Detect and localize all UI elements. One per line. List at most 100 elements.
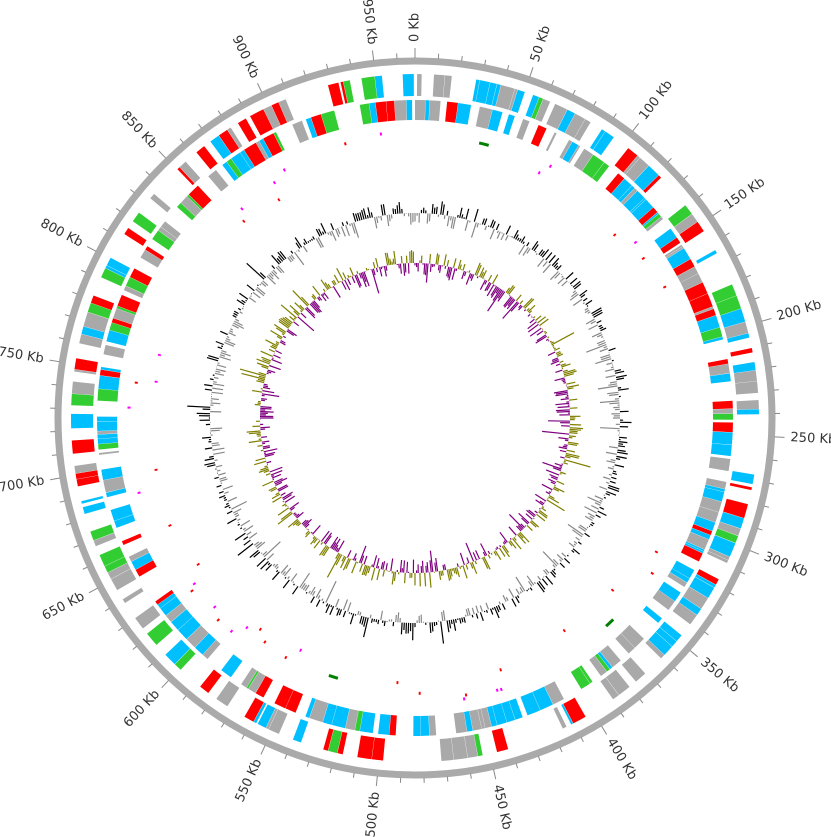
feature-mark: [284, 655, 288, 660]
feature-mark: [379, 132, 383, 136]
gene-feature: [103, 344, 125, 359]
gene-feature: [686, 531, 709, 550]
gene-feature: [327, 82, 344, 107]
ring-tick: [201, 709, 206, 715]
gene-feature: [670, 568, 690, 583]
position-label: 550 Kb: [233, 757, 266, 805]
gene-feature: [561, 703, 574, 725]
ring-tick: [72, 291, 78, 295]
gene-feature: [720, 308, 746, 328]
ring-tick: [767, 342, 773, 345]
position-label: 150 Kb: [722, 175, 768, 213]
gene-feature: [98, 375, 120, 391]
gene-feature: [97, 437, 118, 445]
gene-feature: [708, 363, 730, 376]
position-label: 500 Kb: [363, 791, 383, 837]
gene-feature: [724, 321, 749, 339]
gene-feature: [664, 244, 683, 258]
gene-feature: [231, 152, 251, 175]
gene-feature: [268, 709, 288, 734]
gene-feature: [378, 713, 391, 735]
gene-feature: [71, 439, 95, 454]
gene-feature: [150, 193, 171, 213]
gc-skew-positive: [239, 250, 591, 588]
feature-mark: [612, 233, 617, 237]
gene-feature: [545, 132, 557, 152]
gene-feature: [200, 669, 222, 693]
gene-feature: [620, 188, 638, 205]
gene-feature: [90, 295, 115, 311]
gene-feature: [503, 114, 515, 136]
gene-feature: [248, 671, 266, 694]
gene-feature: [310, 114, 327, 137]
position-label: 450 Kb: [490, 783, 515, 831]
gene-feature: [582, 154, 605, 179]
gene-feature: [177, 167, 195, 186]
gene-feature: [292, 120, 309, 144]
position-label: 0 Kb: [408, 13, 423, 42]
gene-feature: [101, 268, 126, 287]
gene-feature: [679, 596, 702, 615]
position-label: 950 Kb: [359, 0, 379, 45]
gene-feature: [273, 132, 285, 152]
gene-feature: [712, 408, 733, 414]
ring-tick: [601, 725, 608, 735]
feature-mark: [216, 618, 220, 622]
gene-feature: [621, 624, 644, 648]
ring-tick: [81, 269, 87, 273]
feature-mark: [127, 406, 131, 409]
ring-tick: [580, 737, 584, 743]
gene-feature: [432, 74, 445, 98]
feature-mark: [229, 629, 234, 634]
gene-feature: [74, 462, 98, 474]
gene-feature: [694, 308, 716, 322]
gene-feature: [250, 109, 273, 136]
gene-feature: [226, 158, 243, 178]
ring-tick: [104, 607, 110, 612]
gene-feature: [684, 543, 704, 554]
gene-feature: [715, 528, 739, 543]
gene-feature: [473, 733, 483, 757]
gene-feature: [645, 639, 665, 659]
gene-feature: [97, 388, 119, 402]
ring-tick: [65, 523, 71, 526]
gene-feature: [246, 670, 259, 689]
gene-feature: [665, 246, 684, 259]
gene-feature: [331, 705, 350, 729]
gene-feature: [730, 470, 755, 485]
gene-feature: [712, 413, 733, 420]
gene-feature: [216, 680, 240, 707]
gene-feature: [152, 230, 175, 251]
gene-feature: [157, 593, 177, 609]
gene-feature: [98, 450, 120, 455]
feature-mark: [654, 550, 659, 554]
position-label: 300 Kb: [762, 549, 810, 580]
gene-feature: [597, 651, 613, 670]
gene-feature: [516, 118, 530, 140]
gene-feature: [680, 544, 703, 562]
feature-mark: [196, 562, 200, 567]
gene-feature: [564, 113, 586, 139]
ring-tick: [284, 754, 288, 760]
gene-feature: [124, 228, 147, 246]
gene-feature: [495, 84, 515, 110]
gene-feature: [244, 697, 264, 722]
gene-feature: [371, 737, 386, 761]
gene-feature: [323, 728, 334, 751]
gene-feature: [87, 303, 112, 319]
gene-feature: [71, 393, 94, 407]
ring-tick: [515, 763, 519, 769]
gene-feature: [729, 482, 752, 491]
ring-tick: [772, 459, 778, 462]
gene-feature: [375, 101, 388, 123]
feature-mark: [299, 648, 303, 653]
gene-feature: [685, 541, 705, 552]
feature-mark: [605, 618, 615, 628]
gene-feature: [605, 669, 630, 696]
ring-tick: [757, 528, 763, 531]
gene-feature: [117, 294, 141, 313]
ring-tick: [461, 56, 463, 62]
gene-feature: [477, 708, 486, 729]
ring-tick: [470, 773, 472, 779]
gene-feature: [402, 74, 414, 97]
